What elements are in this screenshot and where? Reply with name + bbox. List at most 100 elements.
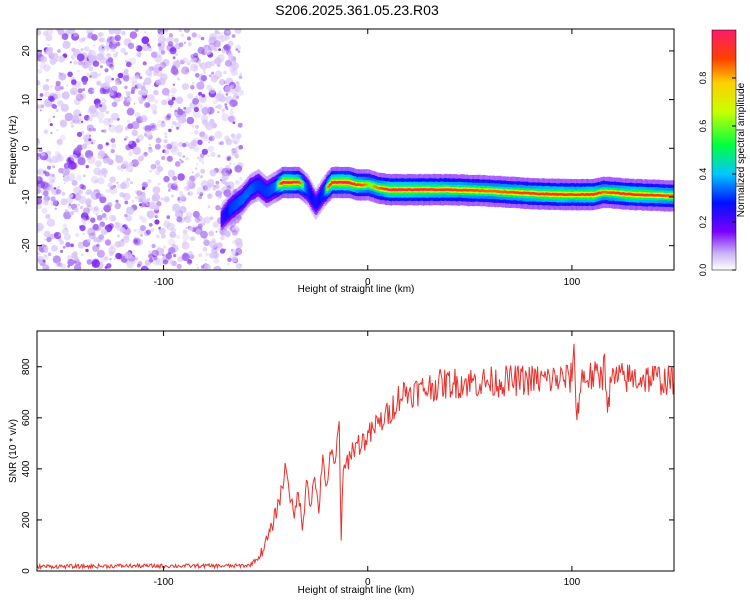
ridge-cell [329, 182, 332, 186]
ridge-cell [335, 181, 339, 184]
noise-point [238, 75, 243, 79]
noise-point [138, 99, 144, 104]
noise-point [186, 179, 194, 187]
noise-point [197, 156, 200, 159]
noise-point [162, 253, 165, 257]
noise-point [230, 249, 237, 255]
noise-point [37, 68, 43, 74]
noise-point [125, 91, 131, 97]
noise-point [148, 258, 154, 263]
ridge-cell [241, 194, 244, 204]
ridge-cell [389, 188, 392, 191]
ridge-cell [284, 181, 287, 184]
noise-point [232, 121, 236, 125]
ridge-cell [234, 200, 237, 210]
ridge-cell [495, 190, 498, 193]
noise-point [123, 138, 127, 141]
noise-point [231, 256, 238, 263]
ridge-cell [616, 191, 619, 195]
ridge-cell [384, 187, 388, 191]
ridge-cell [259, 181, 263, 192]
noise-point [104, 68, 109, 73]
noise-point [222, 229, 227, 234]
noise-point [38, 148, 43, 153]
noise-point [205, 45, 211, 51]
ridge-cell [409, 188, 412, 191]
noise-point [136, 134, 144, 142]
noise-point [178, 29, 183, 33]
noise-point [108, 250, 114, 256]
noise-point [171, 194, 174, 198]
noise-point [228, 115, 237, 123]
noise-point [163, 175, 170, 183]
noise-point [87, 239, 91, 243]
ridge-cell [391, 188, 394, 192]
noise-point [85, 248, 89, 253]
noise-point [176, 263, 182, 269]
noise-point [231, 229, 238, 236]
noise-point [166, 143, 173, 150]
noise-point [116, 234, 120, 238]
noise-point [117, 95, 124, 102]
colorbar-tick-label: 0.8 [698, 72, 708, 85]
noise-point [148, 250, 152, 254]
ridge-cell [322, 187, 325, 198]
ridge-cell [550, 193, 553, 196]
noise-point [117, 165, 122, 171]
noise-point [201, 119, 208, 125]
noise-point [97, 143, 104, 150]
noise-point [61, 33, 69, 40]
ridge-cell [638, 193, 641, 196]
ridge-cell [289, 181, 292, 184]
noise-point [154, 99, 159, 104]
noise-point [124, 213, 128, 218]
ridge-cell [331, 181, 334, 184]
ridge-cell [659, 194, 662, 197]
ridge-cell [490, 189, 493, 193]
noise-point [96, 234, 105, 243]
noise-point [115, 252, 122, 260]
ridge-cell [240, 195, 243, 206]
noise-point [101, 97, 105, 102]
noise-point [167, 169, 176, 178]
noise-point [175, 96, 184, 105]
ridge-cell [655, 194, 658, 197]
ridge-cell [360, 183, 363, 187]
ridge-cell [387, 188, 390, 191]
ridge-cell [602, 191, 606, 194]
noise-point [51, 52, 59, 61]
ridge-cell [338, 181, 341, 184]
noise-point [45, 213, 51, 219]
noise-point [239, 177, 243, 181]
noise-point [234, 180, 240, 185]
noise-point [173, 254, 177, 258]
noise-point [155, 160, 161, 166]
noise-point [199, 218, 206, 225]
noise-point [204, 263, 211, 270]
ridge-cell [658, 194, 661, 197]
noise-point [177, 77, 181, 81]
noise-point [202, 134, 208, 140]
colorbar: 0.0 0.2 0.4 0.6 0.8 Normalized spectral ampl… [698, 29, 747, 276]
ridge-cell [267, 186, 270, 196]
noise-point [145, 69, 153, 76]
noise-point [178, 190, 184, 195]
ridge-cell [459, 189, 462, 192]
ridge-cell [441, 188, 444, 191]
ridge-cell [452, 188, 455, 192]
noise-point [172, 56, 176, 60]
noise-point [88, 134, 92, 137]
noise-point [238, 144, 244, 150]
noise-point [98, 37, 104, 43]
ridge-cell [618, 192, 622, 195]
noise-point [146, 153, 149, 156]
ridge-cell [533, 192, 536, 195]
noise-point [57, 49, 61, 53]
ridge-cell [297, 180, 301, 184]
noise-point [68, 203, 72, 207]
noise-point [218, 48, 222, 51]
noise-point [151, 195, 158, 202]
y-tick-label: -10 [21, 189, 32, 204]
noise-point [237, 122, 243, 128]
noise-point [65, 242, 71, 248]
